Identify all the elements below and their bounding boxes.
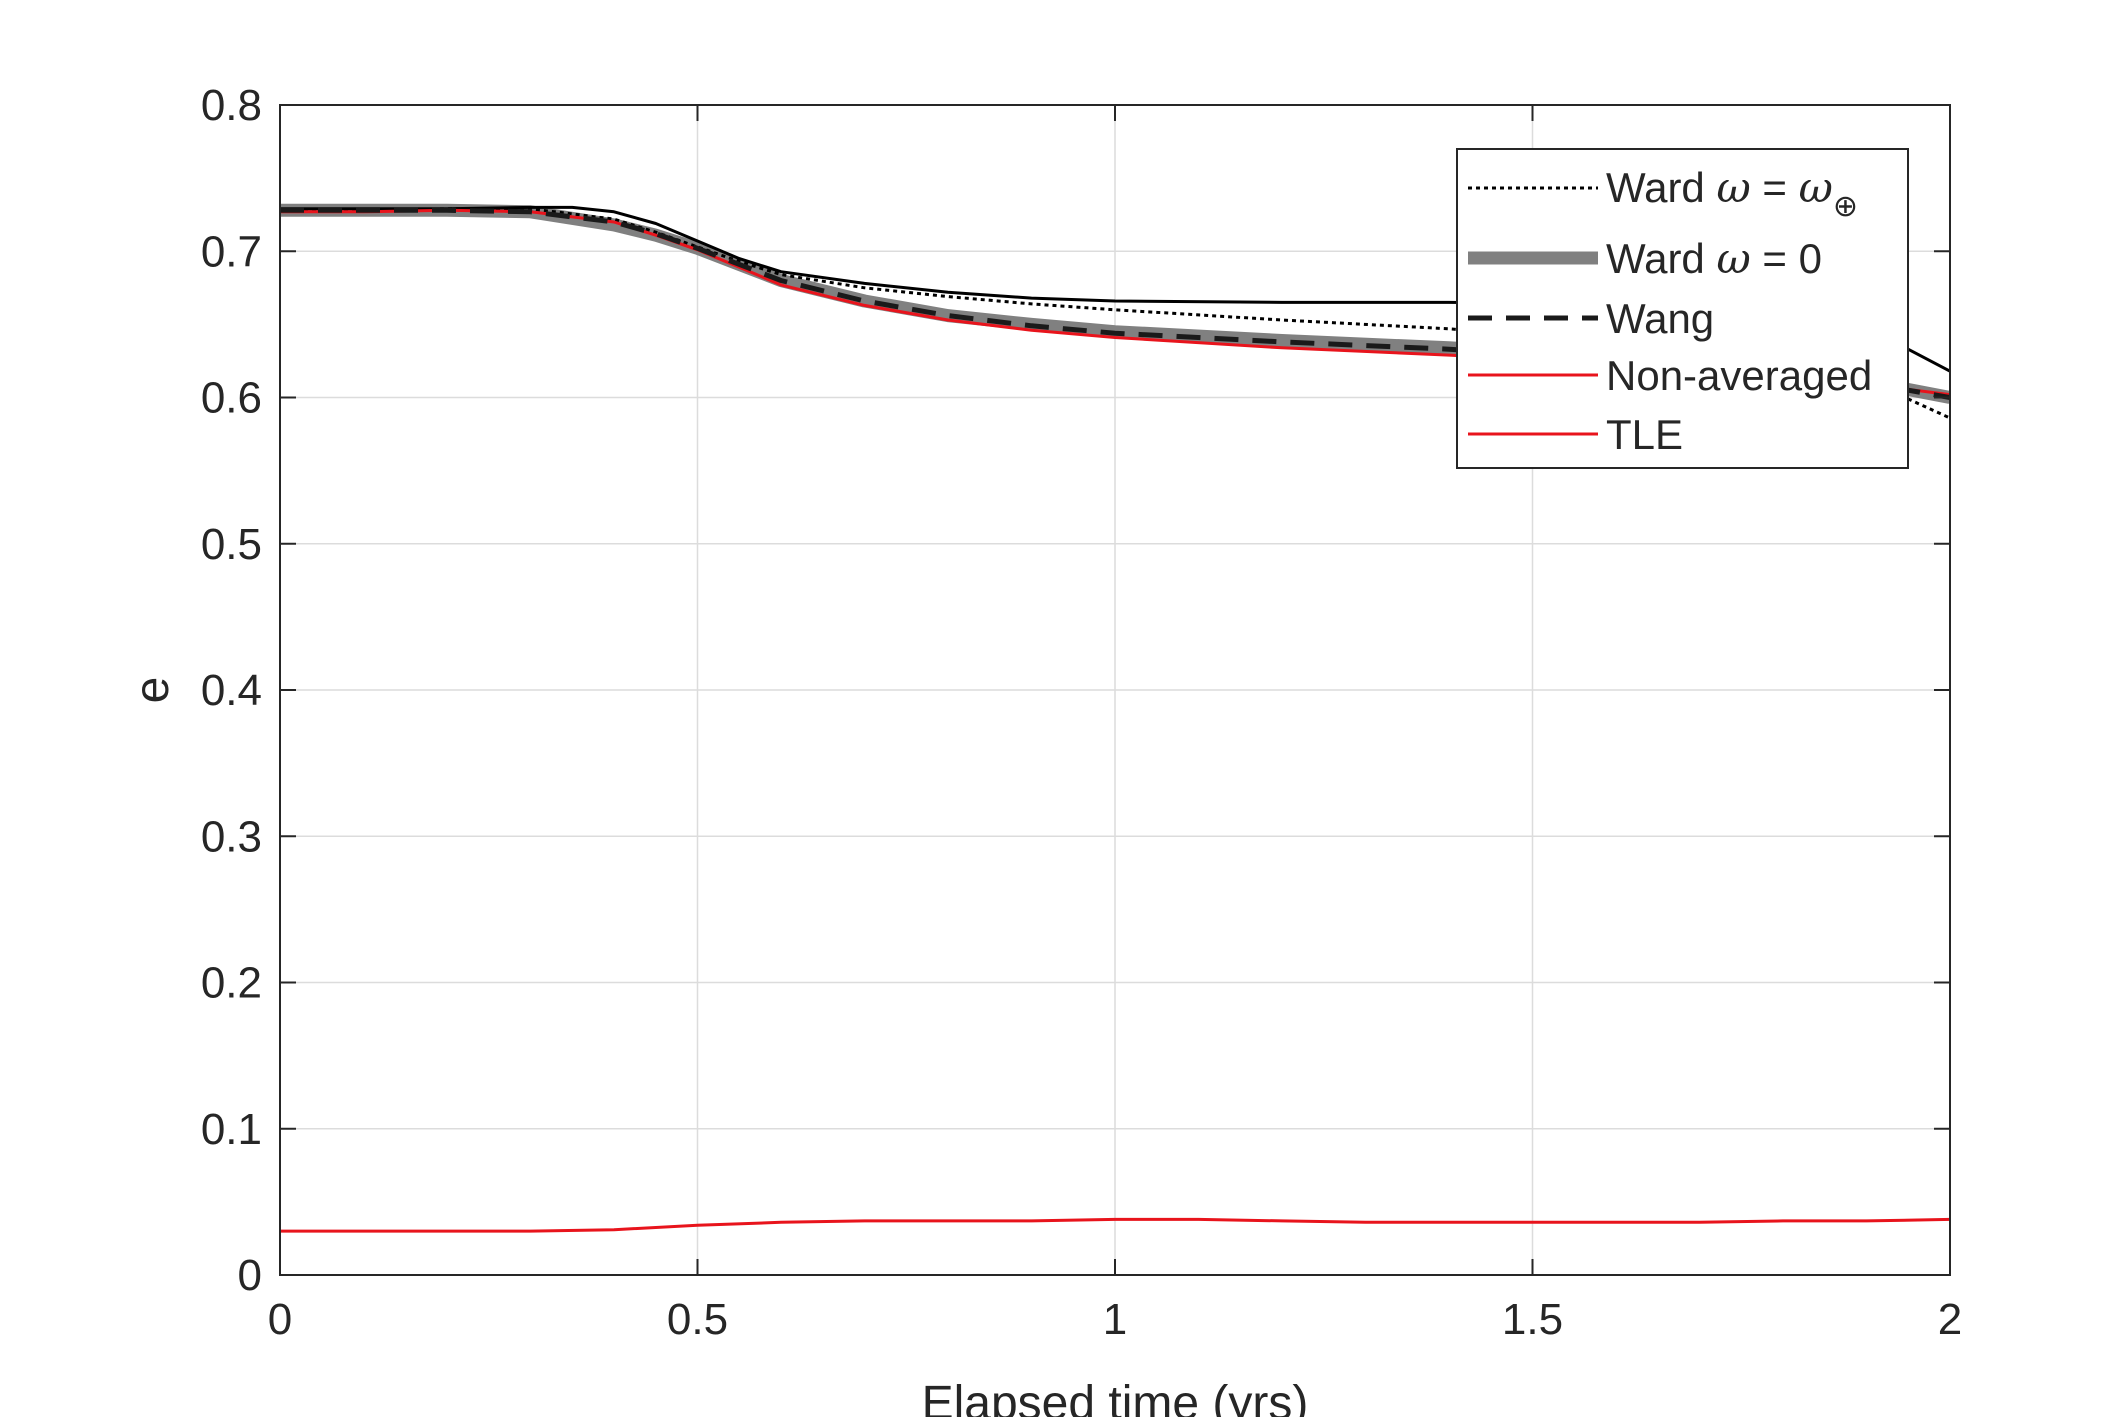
y-tick-label: 0.6 xyxy=(201,374,262,423)
legend-entry-ward-omega-earth: Ward ω = ω⊕ xyxy=(1468,163,1858,223)
legend: Ward ω = ω⊕ Ward ω = 0 Wang Non-averaged… xyxy=(1456,148,1909,469)
axis-ticks xyxy=(279,104,1951,1276)
y-tick-label: 0 xyxy=(238,1251,262,1300)
legend-entry-ward-omega-zero: Ward ω = 0 xyxy=(1468,234,1822,283)
legend-omega-symbol: ω xyxy=(1716,163,1750,212)
legend-label-wang: Wang xyxy=(1606,295,1714,342)
legend-text-ward-2: Ward xyxy=(1606,235,1716,282)
legend-equals-zero: = 0 xyxy=(1751,235,1822,282)
y-tick-label: 0.2 xyxy=(201,959,262,1008)
series-tle xyxy=(280,1217,1950,1233)
legend-earth-subscript: ⊕ xyxy=(1833,190,1858,223)
y-tick-label: 0.5 xyxy=(201,520,262,569)
x-tick-label: 1 xyxy=(1103,1295,1127,1344)
legend-entry-non-averaged: Non-averaged xyxy=(1468,352,1872,399)
x-tick-label: 0.5 xyxy=(667,1295,728,1344)
legend-label-tle: TLE xyxy=(1606,411,1683,458)
legend-box xyxy=(1456,148,1909,469)
tick-labels: 0 0.5 1 1.5 2 0 0.1 0.2 0.3 0.4 0.5 0.6 0.7 0.8 xyxy=(201,81,1962,1344)
y-axis-label: e xyxy=(126,677,179,704)
legend-label-ward-omega-earth: Ward ω = ω⊕ xyxy=(1606,163,1858,223)
legend-omega-symbol-2: ω xyxy=(1799,163,1833,212)
y-tick-label: 0.4 xyxy=(201,666,262,715)
x-tick-label: 2 xyxy=(1938,1295,1962,1344)
x-axis-label: Elapsed time (yrs) xyxy=(922,1377,1309,1417)
y-tick-label: 0.7 xyxy=(201,227,262,276)
legend-entry-tle: TLE xyxy=(1468,411,1683,458)
y-tick-label: 0.8 xyxy=(201,81,262,130)
legend-entry-wang: Wang xyxy=(1468,295,1714,342)
series-ward-omega-earth xyxy=(280,207,1950,420)
legend-label-non-averaged: Non-averaged xyxy=(1606,352,1872,399)
legend-text-ward: Ward xyxy=(1606,164,1716,211)
y-tick-label: 0.1 xyxy=(201,1105,262,1154)
x-tick-label: 0 xyxy=(268,1295,292,1344)
legend-equals: = xyxy=(1751,164,1799,211)
legend-label-ward-omega-zero: Ward ω = 0 xyxy=(1606,234,1822,283)
y-tick-label: 0.3 xyxy=(201,812,262,861)
x-tick-label: 1.5 xyxy=(1502,1295,1563,1344)
legend-omega-symbol-3: ω xyxy=(1716,234,1750,283)
